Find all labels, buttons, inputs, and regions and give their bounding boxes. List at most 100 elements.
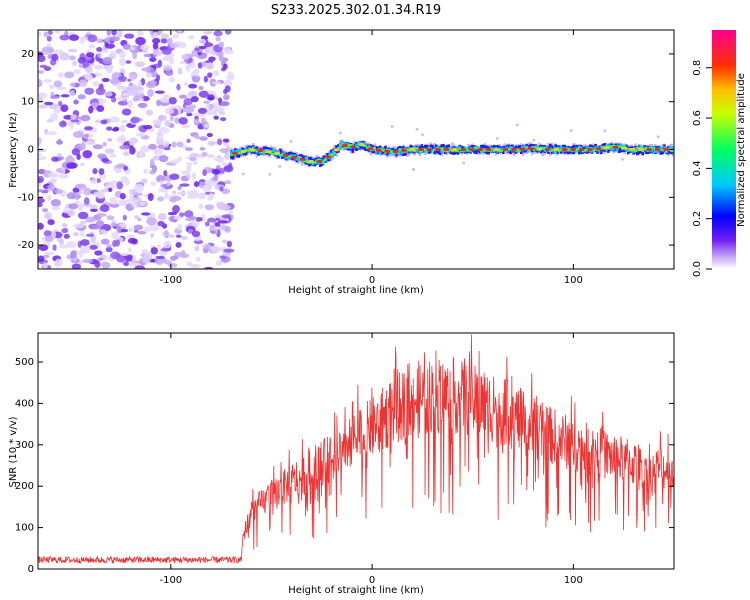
noise-blob [141, 248, 148, 254]
snr-axes: -100 0 100 0 100 200 300 400 500 [15, 333, 674, 586]
noise-blob [99, 204, 110, 212]
trace-band [585, 147, 588, 152]
trace-band [261, 151, 264, 154]
trace-core [443, 148, 450, 151]
noise-blob [127, 247, 132, 252]
trace-band [230, 154, 233, 156]
noise-blob [137, 80, 142, 89]
noise-blob [197, 62, 203, 69]
trace-band [601, 145, 605, 149]
noise-blob [149, 224, 160, 232]
noise-blob [82, 150, 93, 159]
trace-band [280, 153, 284, 156]
noise-blob [60, 94, 70, 98]
trace-band [237, 148, 241, 153]
trace-band [451, 150, 454, 153]
noise-blob [44, 251, 55, 256]
noise-blob [152, 37, 161, 44]
noise-blob [127, 99, 134, 109]
noise-blob [210, 245, 221, 253]
noise-blob [77, 211, 89, 220]
snr-series-line [38, 334, 674, 565]
trace-core [401, 149, 407, 152]
noise-blob [220, 204, 231, 210]
noise-blob [162, 140, 170, 147]
noise-blob [87, 34, 98, 43]
noise-blob [196, 192, 207, 198]
noise-blob [137, 30, 144, 37]
noise-blob [118, 86, 125, 91]
trace-band [304, 156, 308, 160]
noise-blob [226, 240, 232, 248]
trace-core [257, 149, 264, 152]
noise-blob [114, 167, 123, 174]
trace-core [654, 148, 661, 151]
noise-blob [569, 128, 573, 132]
trace-band [297, 155, 300, 158]
trace-band [585, 149, 588, 152]
trace-band [597, 148, 601, 153]
noise-blob [133, 215, 140, 219]
noise-blob [46, 131, 58, 136]
noise-blob [532, 138, 536, 142]
noise-blob [176, 83, 181, 91]
trace-core [663, 148, 669, 151]
trace-core [452, 148, 458, 151]
noise-blob [143, 168, 149, 174]
noise-blob [61, 223, 68, 227]
noise-blob [142, 124, 153, 130]
noise-blob [38, 96, 43, 103]
noise-blob [135, 132, 146, 137]
trace-band [578, 149, 581, 154]
snr-y-axis-label: SNR (10 * v/v) [8, 416, 19, 487]
trace-band [317, 158, 320, 161]
trace-band [300, 155, 304, 161]
noise-blob [163, 94, 170, 99]
noise-blob [80, 114, 91, 122]
noise-blob [47, 219, 55, 226]
noise-blob [218, 51, 224, 60]
noise-blob [137, 231, 147, 235]
trace-core [637, 148, 644, 151]
noise-blob [73, 223, 85, 229]
noise-blob [79, 162, 85, 167]
trace-band [505, 146, 509, 150]
noise-blob [63, 233, 70, 239]
trace-band [655, 149, 659, 153]
noise-blob [202, 184, 210, 192]
trace-band [387, 148, 391, 151]
noise-blob [69, 82, 77, 87]
trace-band [262, 151, 266, 154]
trace-band [543, 146, 547, 150]
noise-blob [141, 255, 151, 264]
trace-band [420, 150, 424, 153]
noise-blob [160, 247, 171, 252]
noise-blob [84, 126, 93, 131]
trace-core [409, 148, 416, 151]
noise-blob [188, 83, 198, 89]
noise-blob [133, 229, 139, 233]
trace-band [670, 146, 673, 150]
noise-blob [133, 183, 145, 193]
noise-blob [47, 184, 56, 192]
noise-blob [141, 67, 151, 72]
noise-blob [203, 266, 214, 269]
trace-band [416, 147, 420, 150]
noise-blob [175, 234, 182, 238]
trace-core [232, 151, 238, 155]
trace-band [440, 147, 443, 150]
noise-blob [278, 164, 282, 168]
trace-band [391, 152, 395, 155]
trace-core [511, 148, 517, 151]
noise-blob [191, 230, 201, 238]
noise-blob [153, 147, 164, 156]
trace-core [519, 147, 526, 151]
trace-band [347, 146, 351, 151]
noise-blob [60, 104, 69, 112]
trace-core [595, 147, 602, 151]
y-tick-label: 10 [21, 97, 34, 108]
noise-blob [117, 225, 122, 234]
noise-blob [149, 56, 157, 63]
trace-band [458, 147, 462, 150]
noise-blob [137, 217, 142, 222]
